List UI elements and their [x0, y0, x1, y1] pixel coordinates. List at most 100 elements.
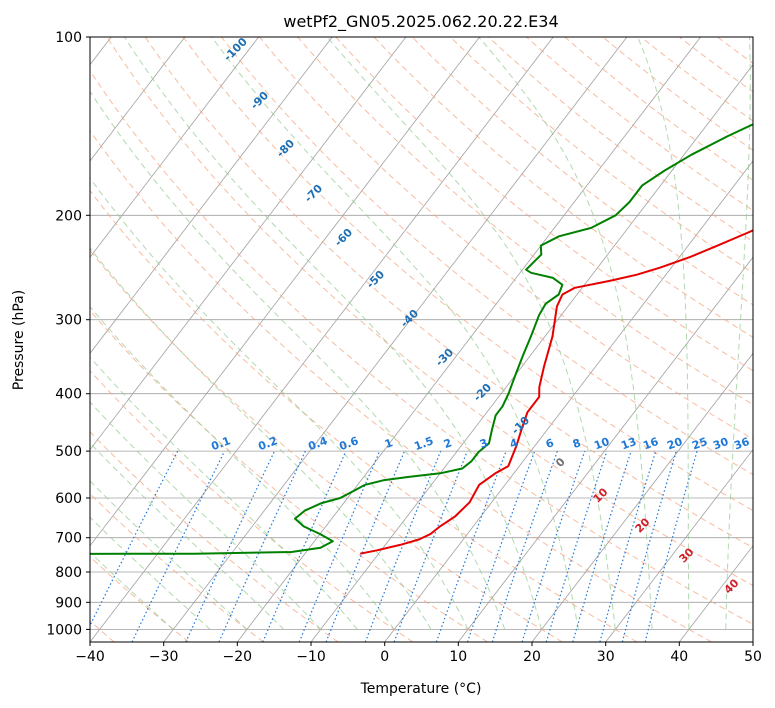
- mixing-ratio-label: 4: [508, 436, 520, 451]
- moist-adiabat-line: [478, 37, 653, 630]
- mixing-ratio-line: [298, 450, 381, 642]
- isotherm-line: [457, 256, 753, 642]
- y-tick-label: 1000: [46, 622, 82, 638]
- chart-title: wetPf2_GN05.2025.062.20.22.E34: [283, 12, 558, 32]
- dry-adiabat-line: [488, 37, 753, 242]
- y-tick-label: 400: [55, 387, 82, 403]
- dry-adiabat-line: [90, 309, 488, 642]
- moist-adiabat-line: [90, 247, 432, 630]
- x-tick-label: 40: [670, 649, 688, 665]
- mixing-ratio-label: 1: [383, 436, 395, 451]
- dry-adiabat-line: [335, 37, 753, 372]
- dry-adiabat-line: [602, 37, 753, 151]
- plot-area: -100-90-80-70-60-50-40-30-20-100.1 0.2 0.4…: [90, 37, 753, 642]
- mixing-ratio-line: [90, 450, 179, 627]
- mixing-ratio-label: 2: [442, 436, 454, 451]
- isotherm-line: [90, 37, 554, 642]
- isotherm-line: [163, 37, 628, 642]
- x-tick-label: −30: [149, 649, 179, 665]
- y-tick-label: 600: [55, 491, 82, 507]
- moist-adiabat-line: [326, 37, 616, 630]
- mixing-ratio-label: 0.4: [306, 434, 329, 453]
- x-tick-label: 30: [597, 649, 615, 665]
- mixing-ratio-label: 8: [571, 436, 583, 451]
- y-tick-label: 100: [55, 30, 82, 46]
- mixing-ratio-label: 1.5: [412, 434, 435, 453]
- moist-adiabat-line: [90, 516, 211, 630]
- dry-adiabat-line: [221, 37, 753, 476]
- y-tick-label: 800: [55, 565, 82, 581]
- isotherm-line: [236, 37, 701, 642]
- mixing-ratio-line: [393, 450, 468, 642]
- mixing-ratio-line: [545, 450, 608, 642]
- dry-adiabat-line: [144, 37, 753, 549]
- mixing-ratio-label: 25: [690, 435, 709, 452]
- moist-adiabat-line: [725, 37, 751, 630]
- mixing-ratio-lines: [90, 450, 698, 642]
- isotherm-line: [90, 37, 480, 547]
- dry-adiabat-line: [90, 189, 638, 642]
- dry-adiabat-line: [90, 69, 753, 625]
- dry-adiabat-line: [259, 37, 753, 440]
- mixing-ratio-line: [435, 450, 507, 642]
- mixing-ratio-label: 10: [592, 435, 611, 453]
- temperature-line: [360, 229, 753, 555]
- isotherm-line: [384, 160, 753, 642]
- moist-adiabat-line: [90, 401, 321, 630]
- dry-adiabat-line: [106, 37, 753, 587]
- mixing-ratio-label: 0.6: [337, 434, 360, 453]
- isotherm-line: [90, 37, 407, 451]
- isotherm-line: [90, 37, 333, 355]
- mixing-ratio-label: 3: [478, 436, 490, 451]
- dry-adiabat-line: [90, 249, 563, 642]
- isotherm-line: [531, 352, 753, 642]
- mixing-ratio-label: 13: [619, 435, 638, 452]
- mixing-ratio-label: 30: [711, 435, 730, 453]
- moist-adiabat-line: [90, 442, 285, 630]
- x-tick-label: 10: [449, 649, 467, 665]
- moist-adiabat-line: [90, 305, 395, 630]
- plot-frame: [89, 36, 754, 643]
- mixing-ratio-line: [572, 450, 632, 642]
- mixing-ratio-label: 16: [641, 435, 660, 453]
- mixing-ratio-line: [644, 450, 698, 642]
- x-tick-label: 20: [523, 649, 541, 665]
- dry-adiabat-line: [564, 37, 753, 181]
- y-tick-label: 300: [55, 313, 82, 329]
- mixing-ratio-line: [466, 450, 536, 642]
- dry-adiabat-line: [373, 37, 753, 338]
- mixing-ratio-line: [325, 450, 406, 642]
- dry-adiabat-lines: [90, 37, 753, 642]
- dry-adiabat-line: [526, 37, 753, 212]
- dewpoint-line: [90, 123, 753, 555]
- x-tick-label: −10: [296, 649, 326, 665]
- mixing-ratio-line: [491, 450, 558, 642]
- moist-adiabat-line: [124, 37, 543, 630]
- mixing-ratio-label: 20: [665, 435, 684, 453]
- moist-adiabat-line: [90, 480, 248, 630]
- y-tick-label: 900: [55, 595, 82, 611]
- dry-adiabat-line: [182, 37, 753, 512]
- y-axis: 100 200 300 400 500 600 700 800 900 1000: [46, 30, 90, 638]
- isotherm-line: [90, 37, 186, 162]
- y-tick-label: 500: [55, 444, 82, 460]
- x-axis: −40 −30 −20 −10 0 10 20 30 40 50: [75, 642, 762, 665]
- moist-adiabat-line: [90, 551, 174, 630]
- dry-adiabat-line: [90, 431, 339, 642]
- isotherm-line: [605, 448, 753, 642]
- x-axis-label: Temperature (°C): [360, 681, 482, 697]
- y-tick-label: 700: [55, 531, 82, 547]
- x-tick-label: −40: [75, 649, 105, 665]
- x-tick-label: 50: [744, 649, 762, 665]
- mixing-ratio-label: 36: [732, 435, 751, 453]
- moist-adiabat-line: [90, 356, 358, 630]
- y-tick-label: 200: [55, 208, 82, 224]
- mixing-ratio-label: 6: [544, 436, 556, 451]
- data-series: [90, 123, 753, 555]
- mixing-ratio-label: 0.2: [256, 434, 279, 453]
- mixing-ratio-line: [621, 450, 677, 642]
- dry-adiabat-line: [90, 130, 712, 642]
- moist-adiabat-line: [637, 37, 690, 630]
